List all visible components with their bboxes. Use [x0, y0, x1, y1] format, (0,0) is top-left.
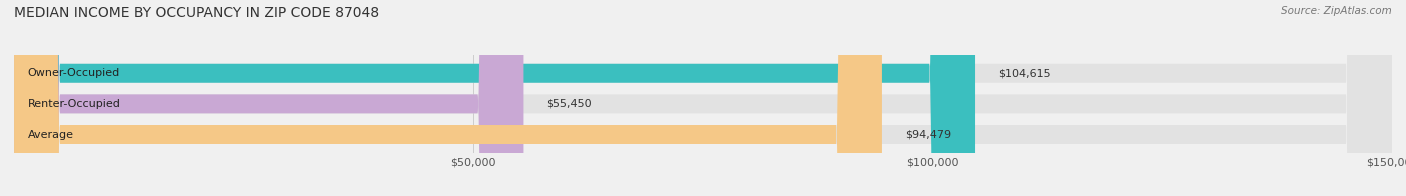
FancyBboxPatch shape — [14, 0, 974, 196]
FancyBboxPatch shape — [14, 0, 1392, 196]
FancyBboxPatch shape — [14, 0, 523, 196]
Text: MEDIAN INCOME BY OCCUPANCY IN ZIP CODE 87048: MEDIAN INCOME BY OCCUPANCY IN ZIP CODE 8… — [14, 6, 380, 20]
Text: Source: ZipAtlas.com: Source: ZipAtlas.com — [1281, 6, 1392, 16]
Text: $55,450: $55,450 — [547, 99, 592, 109]
FancyBboxPatch shape — [14, 0, 1392, 196]
Text: Average: Average — [28, 130, 75, 140]
Text: Owner-Occupied: Owner-Occupied — [28, 68, 120, 78]
FancyBboxPatch shape — [14, 0, 1392, 196]
Text: $94,479: $94,479 — [905, 130, 950, 140]
Text: $104,615: $104,615 — [998, 68, 1050, 78]
Text: Renter-Occupied: Renter-Occupied — [28, 99, 121, 109]
FancyBboxPatch shape — [14, 0, 882, 196]
